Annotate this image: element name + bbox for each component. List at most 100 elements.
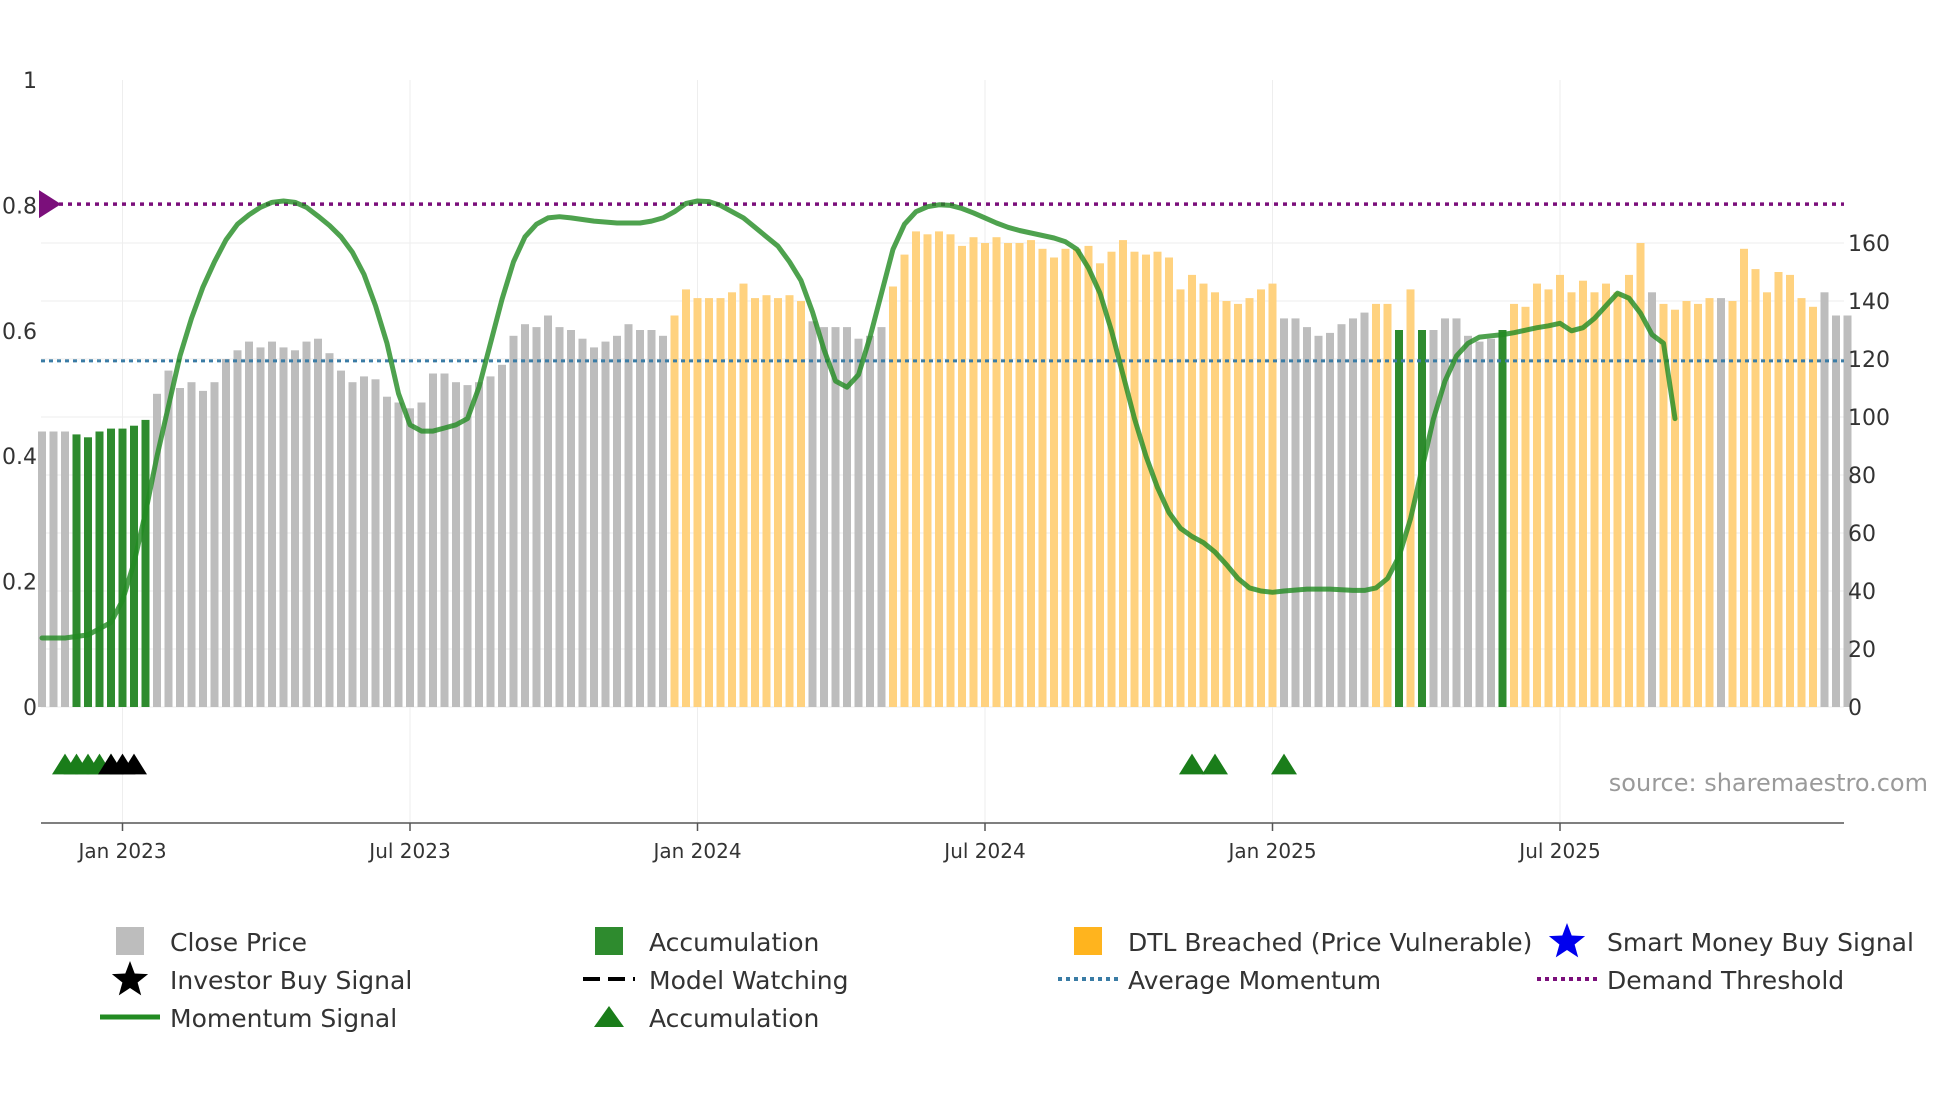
dtl-breached-bar (1004, 243, 1012, 707)
close-price-bar (1441, 318, 1449, 707)
dtl-breached-bar (1774, 272, 1783, 707)
dtl-breached-bar (1602, 283, 1610, 707)
dtl-breached-bar (1590, 292, 1599, 707)
dtl-breached-bar (1763, 292, 1771, 707)
close-price-bar (601, 341, 610, 707)
close-price-bar (417, 402, 426, 707)
legend-item-average-momentum: Average Momentum (1058, 966, 1381, 995)
close-price-bar (578, 338, 587, 707)
dtl-breached-bar (1625, 274, 1633, 707)
close-price-bar (1360, 312, 1369, 707)
dtl-breached-bar (705, 298, 713, 707)
right-axis-tick-label: 160 (1848, 232, 1890, 257)
dtl-breached-bar (1038, 248, 1047, 708)
accumulation-bar (1395, 330, 1403, 707)
close-price-bar (325, 353, 334, 707)
dtl-breached-bar (1153, 251, 1162, 707)
dtl-breached-bar (1740, 248, 1748, 708)
dtl-breached-bar (716, 298, 725, 707)
close-price-bar (866, 335, 874, 707)
close-price-bar (498, 364, 506, 707)
close-price-bar (314, 338, 322, 707)
legend-triangle-symbol (594, 1006, 624, 1027)
close-price-bar (394, 402, 403, 707)
close-price-bar (1303, 327, 1311, 707)
legend-swatch (1074, 927, 1102, 955)
close-price-bar (222, 359, 230, 707)
legend-item-momentum-signal: Momentum Signal (100, 1004, 397, 1033)
dtl-breached-bar (1809, 306, 1817, 707)
close-price-bar (475, 382, 483, 707)
close-price-bar (1820, 292, 1829, 707)
close-price-bar (256, 347, 265, 707)
right-axis-tick-label: 80 (1848, 464, 1876, 489)
right-axis-tick-label: 20 (1848, 638, 1876, 663)
legend-swatch (116, 927, 144, 955)
close-price-bar (360, 376, 368, 707)
dtl-breached-bar (1211, 292, 1219, 707)
legend-label: Average Momentum (1128, 966, 1381, 995)
close-price-bar (1314, 335, 1323, 707)
dtl-breached-bar (1084, 245, 1093, 707)
left-axis-tick-label: 0.2 (2, 571, 37, 596)
accumulation-bar (118, 428, 127, 707)
close-price-bar (164, 370, 173, 707)
close-price-bar (1429, 330, 1438, 707)
legend-item-demand-threshold: Demand Threshold (1537, 966, 1844, 995)
dtl-breached-bar (728, 292, 736, 707)
close-price-bar (279, 347, 288, 707)
close-price-bar (1475, 341, 1484, 707)
dtl-breached-bar (1061, 248, 1070, 708)
close-price-bar (636, 330, 644, 707)
dtl-breached-bar (1383, 303, 1392, 707)
investor-buy-marker (121, 753, 147, 775)
legend-star-symbol (1548, 923, 1586, 958)
left-axis-tick-label: 0.6 (2, 320, 37, 345)
dtl-breached-bar (762, 295, 771, 707)
legend-label: Accumulation (649, 928, 819, 957)
dtl-breached-bar (693, 298, 702, 707)
close-price-bar (440, 373, 449, 707)
legend-label: Momentum Signal (170, 1004, 397, 1033)
dtl-breached-bar (1705, 298, 1714, 707)
dtl-breached-bar (1544, 289, 1553, 707)
dtl-breached-bar (1659, 303, 1668, 707)
dtl-breached-bar (1245, 298, 1254, 707)
legend-label: Close Price (170, 928, 307, 957)
left-axis-tick-label: 0 (23, 696, 37, 721)
close-price-bar (49, 431, 58, 707)
accumulation-marker (1271, 753, 1297, 775)
dtl-breached-bar (1107, 251, 1116, 707)
dtl-breached-bar (1130, 251, 1139, 707)
close-price-bar (187, 382, 196, 707)
legend-label: Demand Threshold (1607, 966, 1844, 995)
legend-label: Investor Buy Signal (170, 966, 412, 995)
dtl-breached-bar (958, 245, 966, 707)
accumulation-bar (107, 428, 115, 707)
close-price-bar (1349, 318, 1357, 707)
accumulation-bar (84, 437, 92, 707)
dtl-breached-bar (1119, 240, 1127, 707)
accumulation-bar (141, 419, 150, 707)
dtl-breached-bar (1751, 269, 1760, 707)
close-price-bar (463, 385, 472, 707)
close-price-bar (348, 382, 357, 707)
close-price-bar (199, 390, 207, 707)
dtl-breached-bar (981, 243, 989, 707)
close-price-bar (820, 327, 828, 707)
left-axis-tick-label: 0.8 (2, 194, 37, 219)
dtl-breached-bar (751, 298, 759, 707)
dtl-breached-bar (1613, 292, 1622, 707)
dtl-breached-bar (1222, 301, 1231, 707)
close-price-bar (1464, 335, 1472, 707)
dtl-breached-bar (1372, 303, 1380, 707)
close-price-bar (1487, 338, 1495, 707)
source-label: source: sharemaestro.com (1609, 769, 1928, 797)
left-axis-tick-label: 1 (23, 69, 37, 94)
close-price-bar (1291, 318, 1300, 707)
close-price-bar (567, 330, 575, 707)
close-price-bar (613, 335, 621, 707)
dtl-breached-bar (923, 234, 932, 708)
close-price-bar (1648, 292, 1656, 707)
close-price-bar (532, 327, 541, 707)
